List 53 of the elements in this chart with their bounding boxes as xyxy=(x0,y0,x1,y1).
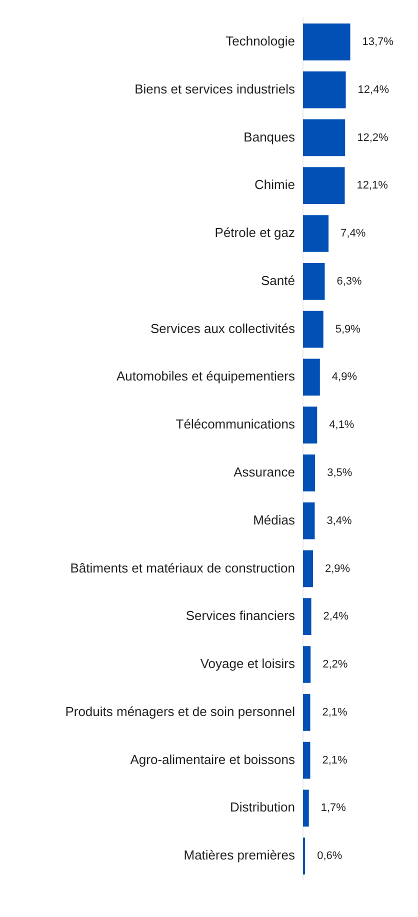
data-label: 2,1% xyxy=(322,754,348,766)
bar xyxy=(303,790,309,827)
y-tick-label: Télécommunications xyxy=(176,416,296,432)
bar xyxy=(303,310,324,348)
data-label: 12,2% xyxy=(357,132,388,144)
bar xyxy=(303,598,312,636)
y-tick-label: Automobiles et équipementiers xyxy=(116,368,296,384)
y-tick-label: Distribution xyxy=(230,800,295,815)
data-label: 4,9% xyxy=(332,371,358,384)
bar xyxy=(303,742,310,779)
data-label: 13,7% xyxy=(362,36,394,48)
bar xyxy=(303,694,310,731)
y-tick-label: Médias xyxy=(253,512,296,528)
bar xyxy=(303,646,311,683)
bar xyxy=(303,502,315,540)
y-tick-label: Assurance xyxy=(234,464,295,480)
bar xyxy=(303,358,320,396)
bar xyxy=(303,550,314,588)
data-label: 1,7% xyxy=(320,802,346,814)
y-tick-label: Technologie xyxy=(226,34,295,49)
bar xyxy=(303,262,325,300)
data-label: 2,1% xyxy=(322,706,348,718)
data-label: 12,4% xyxy=(358,84,390,96)
bar xyxy=(303,406,318,444)
data-label: 5,9% xyxy=(335,323,361,336)
y-tick-label: Santé xyxy=(261,272,295,288)
y-tick-label: Services aux collectivités xyxy=(150,320,296,336)
bar xyxy=(303,24,350,60)
data-label: 0,6% xyxy=(317,850,342,862)
y-tick-label: Chimie xyxy=(254,177,295,192)
data-label: 2,9% xyxy=(325,562,350,575)
y-tick-label: Produits ménagers et de soin personnel xyxy=(65,704,296,719)
y-tick-label: Banques xyxy=(244,129,296,144)
y-tick-label: Bâtiments et matériaux de construction xyxy=(70,560,295,576)
y-tick-label: Pétrole et gaz xyxy=(214,225,295,240)
y-tick-label: Biens et services industriels xyxy=(134,81,296,96)
data-label: 3,5% xyxy=(327,466,352,479)
data-label: 6,3% xyxy=(336,275,362,288)
y-tick-label: Voyage et loisirs xyxy=(200,656,296,672)
y-tick-label: Services financiers xyxy=(186,608,296,624)
bar xyxy=(303,454,316,492)
bar xyxy=(303,71,346,108)
data-label: 2,2% xyxy=(322,658,348,671)
bar xyxy=(303,119,346,156)
y-tick-label: Matières premières xyxy=(184,848,296,863)
y-tick-label: Agro-alimentaire et boissons xyxy=(130,752,296,767)
bar xyxy=(303,215,329,252)
bar xyxy=(303,167,345,204)
data-label: 3,4% xyxy=(326,514,352,527)
data-label: 12,1% xyxy=(356,180,388,192)
data-label: 4,1% xyxy=(329,419,354,432)
data-label: 2,4% xyxy=(323,610,349,623)
data-label: 7,4% xyxy=(340,228,366,240)
